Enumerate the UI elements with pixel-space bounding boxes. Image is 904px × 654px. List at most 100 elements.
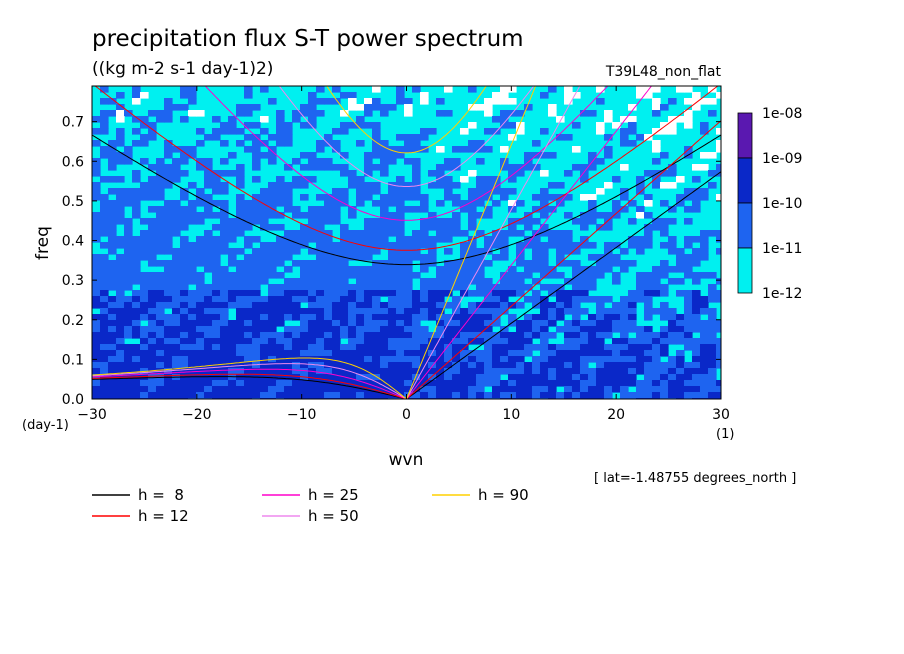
- heatmap-cell: [316, 332, 325, 339]
- heatmap-cell: [108, 98, 117, 105]
- heatmap-cell: [404, 368, 413, 375]
- heatmap-cell: [348, 356, 357, 363]
- heatmap-cell: [508, 362, 517, 369]
- heatmap-cell: [220, 374, 229, 381]
- heatmap-cell: [484, 308, 493, 315]
- heatmap-cell: [636, 278, 645, 285]
- heatmap-cell: [332, 362, 341, 369]
- heatmap-cell: [156, 176, 165, 183]
- heatmap-cell: [468, 260, 477, 267]
- heatmap-cell: [268, 296, 277, 303]
- heatmap-cell: [236, 266, 245, 273]
- heatmap-cell: [324, 242, 333, 249]
- heatmap-cell: [276, 224, 285, 231]
- heatmap-cell: [132, 248, 141, 255]
- heatmap-cell: [324, 164, 333, 171]
- heatmap-cell: [412, 380, 421, 387]
- colorbar-swatch: [737, 112, 753, 159]
- heatmap-cell: [268, 290, 277, 297]
- heatmap-cell: [364, 110, 373, 117]
- heatmap-cell: [516, 248, 525, 255]
- heatmap-cell: [524, 350, 533, 357]
- heatmap-cell: [276, 182, 285, 189]
- heatmap-cell: [468, 272, 477, 279]
- heatmap-cell: [556, 182, 565, 189]
- heatmap-cell: [524, 260, 533, 267]
- heatmap-cell: [684, 362, 693, 369]
- heatmap-cell: [300, 212, 309, 219]
- heatmap-cell: [444, 332, 453, 339]
- heatmap-cell: [92, 284, 101, 291]
- heatmap-cell: [516, 362, 525, 369]
- heatmap-cell: [516, 290, 525, 297]
- y-tick-label: 0.0: [62, 392, 84, 408]
- heatmap-cell: [716, 140, 721, 147]
- heatmap-cell: [244, 320, 253, 327]
- heatmap-cell: [468, 356, 477, 363]
- heatmap-cell: [692, 290, 701, 297]
- heatmap-cell: [236, 140, 245, 147]
- heatmap-cell: [316, 212, 325, 219]
- heatmap-cell: [396, 200, 405, 207]
- heatmap-cell: [716, 164, 721, 171]
- heatmap-cell: [284, 194, 293, 201]
- heatmap-cell: [588, 200, 597, 207]
- heatmap-cell: [268, 350, 277, 357]
- heatmap-cell: [156, 350, 165, 357]
- heatmap-cell: [140, 326, 149, 333]
- heatmap-cell: [132, 86, 141, 93]
- heatmap-cell: [636, 362, 645, 369]
- x-tick-label: 10: [502, 407, 520, 423]
- heatmap-cell: [228, 284, 237, 291]
- heatmap-cell: [92, 392, 101, 399]
- heatmap-cell: [420, 242, 429, 249]
- heatmap-cell: [228, 260, 237, 267]
- heatmap-cell: [708, 356, 717, 363]
- heatmap-cell: [268, 338, 277, 345]
- heatmap-cell: [244, 308, 253, 315]
- heatmap-cell: [196, 386, 205, 393]
- heatmap-cell: [572, 314, 581, 321]
- heatmap-cell: [564, 170, 573, 177]
- heatmap-cell: [564, 386, 573, 393]
- heatmap-cell: [508, 284, 517, 291]
- heatmap-cell: [636, 368, 645, 375]
- heatmap-cell: [340, 92, 349, 99]
- heatmap-cell: [300, 272, 309, 279]
- heatmap-cell: [548, 380, 557, 387]
- heatmap-cell: [492, 296, 501, 303]
- heatmap-cell: [196, 272, 205, 279]
- heatmap-cell: [412, 206, 421, 213]
- heatmap-cell: [188, 248, 197, 255]
- heatmap-cell: [684, 308, 693, 315]
- heatmap-cell: [652, 272, 661, 279]
- heatmap-cell: [612, 242, 621, 249]
- heatmap-cell: [652, 392, 661, 399]
- heatmap-cell: [316, 230, 325, 237]
- heatmap-cell: [596, 296, 605, 303]
- heatmap-cell: [500, 110, 509, 117]
- heatmap-cell: [300, 236, 309, 243]
- heatmap-cell: [308, 104, 317, 111]
- heatmap-cell: [564, 356, 573, 363]
- heatmap-cell: [652, 176, 661, 183]
- heatmap-cell: [132, 128, 141, 135]
- heatmap-cell: [348, 170, 357, 177]
- heatmap-cell: [548, 386, 557, 393]
- heatmap-cell: [108, 296, 117, 303]
- heatmap-cell: [700, 302, 709, 309]
- heatmap-cell: [380, 302, 389, 309]
- heatmap-cell: [388, 230, 397, 237]
- heatmap-cell: [716, 320, 721, 327]
- heatmap-cell: [436, 374, 445, 381]
- heatmap-cell: [196, 380, 205, 387]
- heatmap-cell: [596, 266, 605, 273]
- heatmap-cell: [620, 386, 629, 393]
- heatmap-cell: [404, 146, 413, 153]
- heatmap-cell: [228, 152, 237, 159]
- heatmap-cell: [540, 260, 549, 267]
- heatmap-cell: [132, 344, 141, 351]
- heatmap-cell: [212, 266, 221, 273]
- heatmap-cell: [156, 224, 165, 231]
- heatmap-cell: [172, 302, 181, 309]
